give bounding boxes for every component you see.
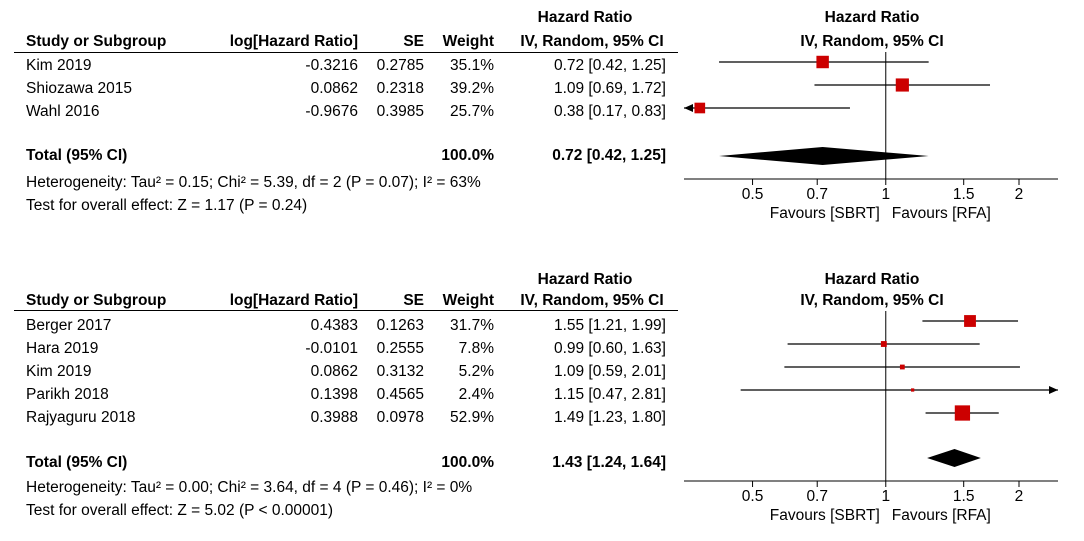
study-ci: 1.49 [1.23, 1.80] [553, 409, 666, 426]
x-tick-label: 2 [1015, 488, 1024, 505]
study-marker [899, 364, 905, 370]
forest-plot-panel-1: Hazard Ratio Hazard Ratio Study or Subgr… [0, 0, 1084, 270]
col-weight-header: Weight [442, 292, 494, 309]
study-se: 0.2555 [376, 340, 424, 357]
x-tick-label: 1.5 [953, 186, 975, 203]
x-tick-label: 0.5 [742, 488, 764, 505]
header-rule [14, 310, 678, 311]
study-marker [954, 405, 971, 421]
plot-method-header: IV, Random, 95% CI [800, 33, 944, 50]
x-tick-label: 1 [881, 186, 890, 203]
study-se: 0.0978 [376, 409, 424, 426]
study-ci: 1.15 [0.47, 2.81] [553, 386, 666, 403]
study-ci: 1.09 [0.59, 2.01] [553, 363, 666, 380]
study-se: 0.3985 [376, 103, 424, 120]
study-weight: 25.7% [450, 103, 494, 120]
study-marker [694, 102, 706, 114]
ci-clip-arrow [1049, 386, 1058, 394]
col-study-header: Study or Subgroup [26, 33, 167, 50]
col-weight-header: Weight [442, 33, 494, 50]
pooled-diamond [927, 449, 981, 467]
study-weight: 5.2% [458, 363, 494, 380]
study-weight: 52.9% [450, 409, 494, 426]
study-loghr: -0.3216 [305, 57, 358, 74]
study-se: 0.2785 [376, 57, 424, 74]
pooled-diamond [719, 147, 929, 165]
study-se: 0.4565 [376, 386, 424, 403]
plot-group-header: Hazard Ratio [824, 9, 920, 26]
col-study-header: Study or Subgroup [26, 292, 167, 309]
study-loghr: 0.3988 [310, 409, 358, 426]
study-weight: 39.2% [450, 80, 494, 97]
x-tick-label: 0.5 [742, 186, 764, 203]
effect-method-header: IV, Random, 95% CI [520, 292, 664, 309]
header-rule [14, 52, 678, 53]
x-tick-label: 0.7 [806, 488, 828, 505]
total-ci: 1.43 [1.24, 1.64] [552, 454, 666, 471]
favours-left-label: Favours [SBRT] [770, 507, 880, 524]
col-se-header: SE [403, 292, 424, 309]
plot-method-header: IV, Random, 95% CI [800, 292, 944, 309]
study-se: 0.2318 [376, 80, 424, 97]
favours-right-label: Favours [RFA] [892, 507, 991, 524]
study-loghr: 0.1398 [310, 386, 358, 403]
forest-plot-svg: 0.5 0.7 1 1.5 2 Favours [SBRT] Favours [RFA] [684, 52, 1058, 222]
x-tick-label: 1.5 [953, 488, 975, 505]
favours-left-label: Favours [SBRT] [770, 205, 880, 222]
study-ci: 0.38 [0.17, 0.83] [553, 103, 666, 120]
overall-effect-text: Test for overall effect: Z = 1.17 (P = 0… [26, 197, 308, 214]
study-name: Hara 2019 [26, 340, 99, 357]
effect-group-header: Hazard Ratio [537, 271, 633, 288]
plot-group-header: Hazard Ratio [824, 271, 920, 288]
x-tick-label: 0.7 [806, 186, 828, 203]
overall-effect-text: Test for overall effect: Z = 5.02 (P < 0… [26, 502, 334, 519]
total-weight: 100.0% [441, 147, 494, 164]
x-tick-label: 2 [1015, 186, 1024, 203]
study-loghr: -0.9676 [305, 103, 358, 120]
total-weight: 100.0% [441, 454, 494, 471]
study-se: 0.3132 [376, 363, 424, 380]
study-weight: 31.7% [450, 317, 494, 334]
study-ci: 0.99 [0.60, 1.63] [553, 340, 666, 357]
study-ci: 1.55 [1.21, 1.99] [553, 317, 666, 334]
study-loghr: 0.4383 [310, 317, 358, 334]
study-name: Kim 2019 [26, 363, 92, 380]
ci-clip-arrow [684, 104, 693, 112]
study-weight: 35.1% [450, 57, 494, 74]
forest-plot-panel-2: Hazard Ratio Hazard Ratio Study or Subgr… [0, 270, 1084, 540]
study-name: Berger 2017 [26, 317, 112, 334]
study-name: Shiozawa 2015 [26, 80, 132, 97]
study-weight: 2.4% [458, 386, 494, 403]
total-label: Total (95% CI) [26, 454, 128, 471]
favours-right-label: Favours [RFA] [892, 205, 991, 222]
col-loghr-header: log[Hazard Ratio] [229, 33, 358, 50]
forest-plot-svg: 0.5 0.7 1 1.5 2 Favours [SBRT] Favours [RFA] [684, 311, 1058, 524]
total-ci: 0.72 [0.42, 1.25] [552, 147, 666, 164]
study-name: Parikh 2018 [26, 386, 109, 403]
total-label: Total (95% CI) [26, 147, 128, 164]
col-se-header: SE [403, 33, 424, 50]
study-marker [880, 341, 887, 347]
effect-group-header: Hazard Ratio [537, 9, 633, 26]
study-ci: 1.09 [0.69, 1.72] [553, 80, 666, 97]
study-name: Kim 2019 [26, 57, 92, 74]
study-weight: 7.8% [458, 340, 494, 357]
x-tick-label: 1 [881, 488, 890, 505]
study-marker [964, 315, 976, 327]
effect-method-header: IV, Random, 95% CI [520, 33, 664, 50]
study-ci: 0.72 [0.42, 1.25] [553, 57, 666, 74]
study-loghr: -0.0101 [305, 340, 358, 357]
study-name: Rajyaguru 2018 [26, 409, 136, 426]
study-marker [911, 388, 915, 392]
study-loghr: 0.0862 [310, 80, 358, 97]
study-loghr: 0.0862 [310, 363, 358, 380]
study-name: Wahl 2016 [26, 103, 100, 120]
heterogeneity-text: Heterogeneity: Tau² = 0.15; Chi² = 5.39,… [26, 174, 481, 191]
study-marker [895, 78, 909, 92]
study-se: 0.1263 [376, 317, 424, 334]
study-marker [816, 55, 829, 69]
heterogeneity-text: Heterogeneity: Tau² = 0.00; Chi² = 3.64,… [26, 479, 473, 496]
col-loghr-header: log[Hazard Ratio] [229, 292, 358, 309]
